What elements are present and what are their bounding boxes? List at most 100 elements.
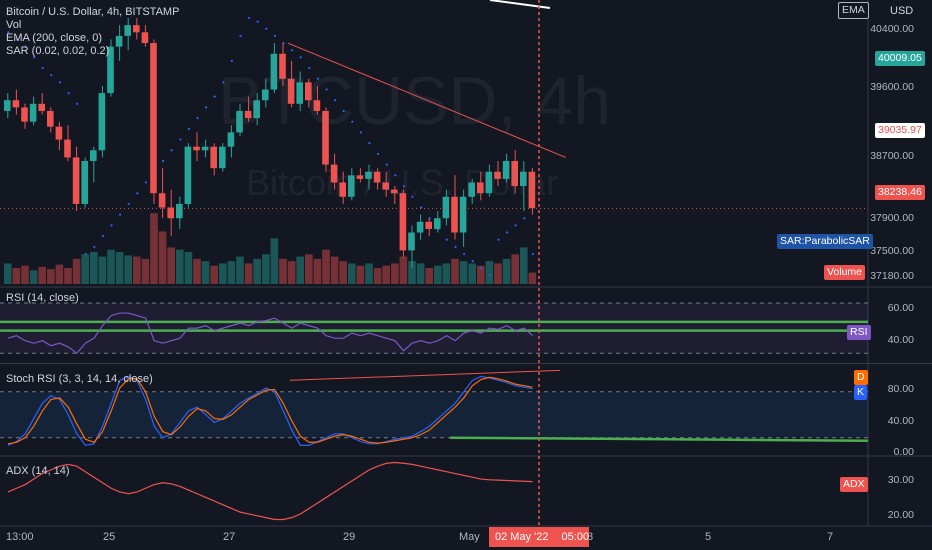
sar-dot xyxy=(497,238,500,241)
volume-bar xyxy=(55,264,64,284)
candle xyxy=(150,43,157,194)
volume-bar xyxy=(219,263,227,284)
candle xyxy=(391,189,398,194)
sar-dot xyxy=(24,45,27,48)
candle xyxy=(313,100,321,111)
volume-bar xyxy=(391,263,399,284)
sar-dot xyxy=(239,34,242,37)
rsi-line xyxy=(7,312,533,355)
volume-bar xyxy=(477,265,485,284)
stoch-rsi-pane[interactable] xyxy=(0,369,869,447)
candle xyxy=(236,110,243,133)
candle xyxy=(124,25,131,36)
sar-dot xyxy=(342,109,345,113)
symbol-title[interactable]: Bitcoin / U.S. Dollar, 4h, BITSTAMP xyxy=(6,6,180,18)
stoch-k-tag: K xyxy=(854,385,868,400)
last-price-tag: 38238.46 xyxy=(875,185,925,200)
volume-legend[interactable]: Vol xyxy=(6,19,22,31)
volume-bar xyxy=(12,268,21,284)
volume-bar xyxy=(201,261,210,284)
candle xyxy=(468,182,475,197)
volume-bar xyxy=(399,256,408,284)
candle xyxy=(64,139,71,158)
candle xyxy=(133,25,140,33)
candle xyxy=(90,150,97,162)
candle xyxy=(442,196,450,219)
adx-line xyxy=(7,461,533,521)
candle xyxy=(399,193,407,251)
sar-dot xyxy=(480,267,483,270)
rsi-tick: 60.00 xyxy=(887,302,914,314)
sar-legend[interactable]: SAR (0.02, 0.02, 0.2) xyxy=(6,45,110,57)
volume-bar xyxy=(64,268,72,284)
high-price-tag: 39035.97 xyxy=(875,123,925,138)
adx-legend[interactable]: ADX (14, 14) xyxy=(6,465,70,477)
volume-bar xyxy=(528,272,537,284)
crosshair-time: 05:00 xyxy=(561,531,590,543)
candle xyxy=(55,126,63,140)
adx-tag: ADX xyxy=(840,477,868,492)
volume-bar xyxy=(434,265,442,284)
candle xyxy=(176,203,183,219)
volume-bar xyxy=(133,256,141,284)
stoch-d-line xyxy=(7,376,533,445)
candle xyxy=(167,207,174,219)
candle xyxy=(339,182,346,197)
candle xyxy=(12,100,20,108)
candle xyxy=(81,161,88,204)
sar-dot xyxy=(41,66,44,70)
sar-dot xyxy=(506,231,509,234)
sar-dot xyxy=(523,217,526,220)
candle xyxy=(356,175,364,179)
time-tick: 29 xyxy=(343,531,356,543)
sar-dot xyxy=(248,16,251,20)
candle xyxy=(29,103,37,122)
volume-bar xyxy=(502,258,511,284)
stoch-tick: 40.00 xyxy=(887,415,914,427)
volume-bar xyxy=(451,258,459,284)
sar-dot xyxy=(514,224,517,227)
sar-dot xyxy=(7,31,10,34)
sar-tag: SAR:ParabolicSAR xyxy=(777,234,873,249)
time-tick: 5 xyxy=(705,531,712,543)
ema-legend[interactable]: EMA (200, close, 0) xyxy=(6,32,102,44)
price-pane[interactable] xyxy=(0,0,868,284)
ema-badge[interactable]: EMA xyxy=(838,2,869,19)
candle xyxy=(227,132,235,147)
sar-dot xyxy=(299,56,302,59)
volume-bar xyxy=(167,247,175,284)
candle xyxy=(528,171,536,209)
volume-bar xyxy=(459,261,468,284)
price-tick: 37500.00 xyxy=(870,245,914,257)
volume-bar xyxy=(98,256,107,284)
candle xyxy=(47,110,54,127)
sar-dot xyxy=(463,252,466,256)
volume-bar xyxy=(150,213,158,284)
time-tick: 13:00 xyxy=(6,531,34,543)
sar-dot xyxy=(179,138,182,141)
trendline xyxy=(287,42,566,158)
candle xyxy=(451,196,458,233)
volume-bar xyxy=(72,258,81,284)
stoch-rsi-legend[interactable]: Stoch RSI (3, 3, 14, 14, close) xyxy=(6,373,153,385)
candle xyxy=(348,175,355,197)
adx-pane[interactable] xyxy=(7,461,533,521)
price-tick: 39600.00 xyxy=(870,81,914,93)
candle xyxy=(511,161,518,187)
adx-tick: 30.00 xyxy=(887,474,914,486)
time-tick: 25 xyxy=(103,531,116,543)
candle xyxy=(296,82,303,104)
volume-bar xyxy=(408,261,416,284)
grid-lines xyxy=(0,0,932,527)
rsi-pane[interactable] xyxy=(0,302,868,355)
volume-bar xyxy=(442,263,451,284)
candle xyxy=(373,171,381,183)
sar-dot xyxy=(334,99,337,102)
price-tick: 37900.00 xyxy=(870,212,914,224)
price-tick: 38700.00 xyxy=(870,150,914,162)
candle xyxy=(38,103,45,111)
rsi-legend[interactable]: RSI (14, close) xyxy=(6,292,79,304)
currency-label[interactable]: USD xyxy=(890,5,914,17)
volume-bar xyxy=(210,265,218,284)
